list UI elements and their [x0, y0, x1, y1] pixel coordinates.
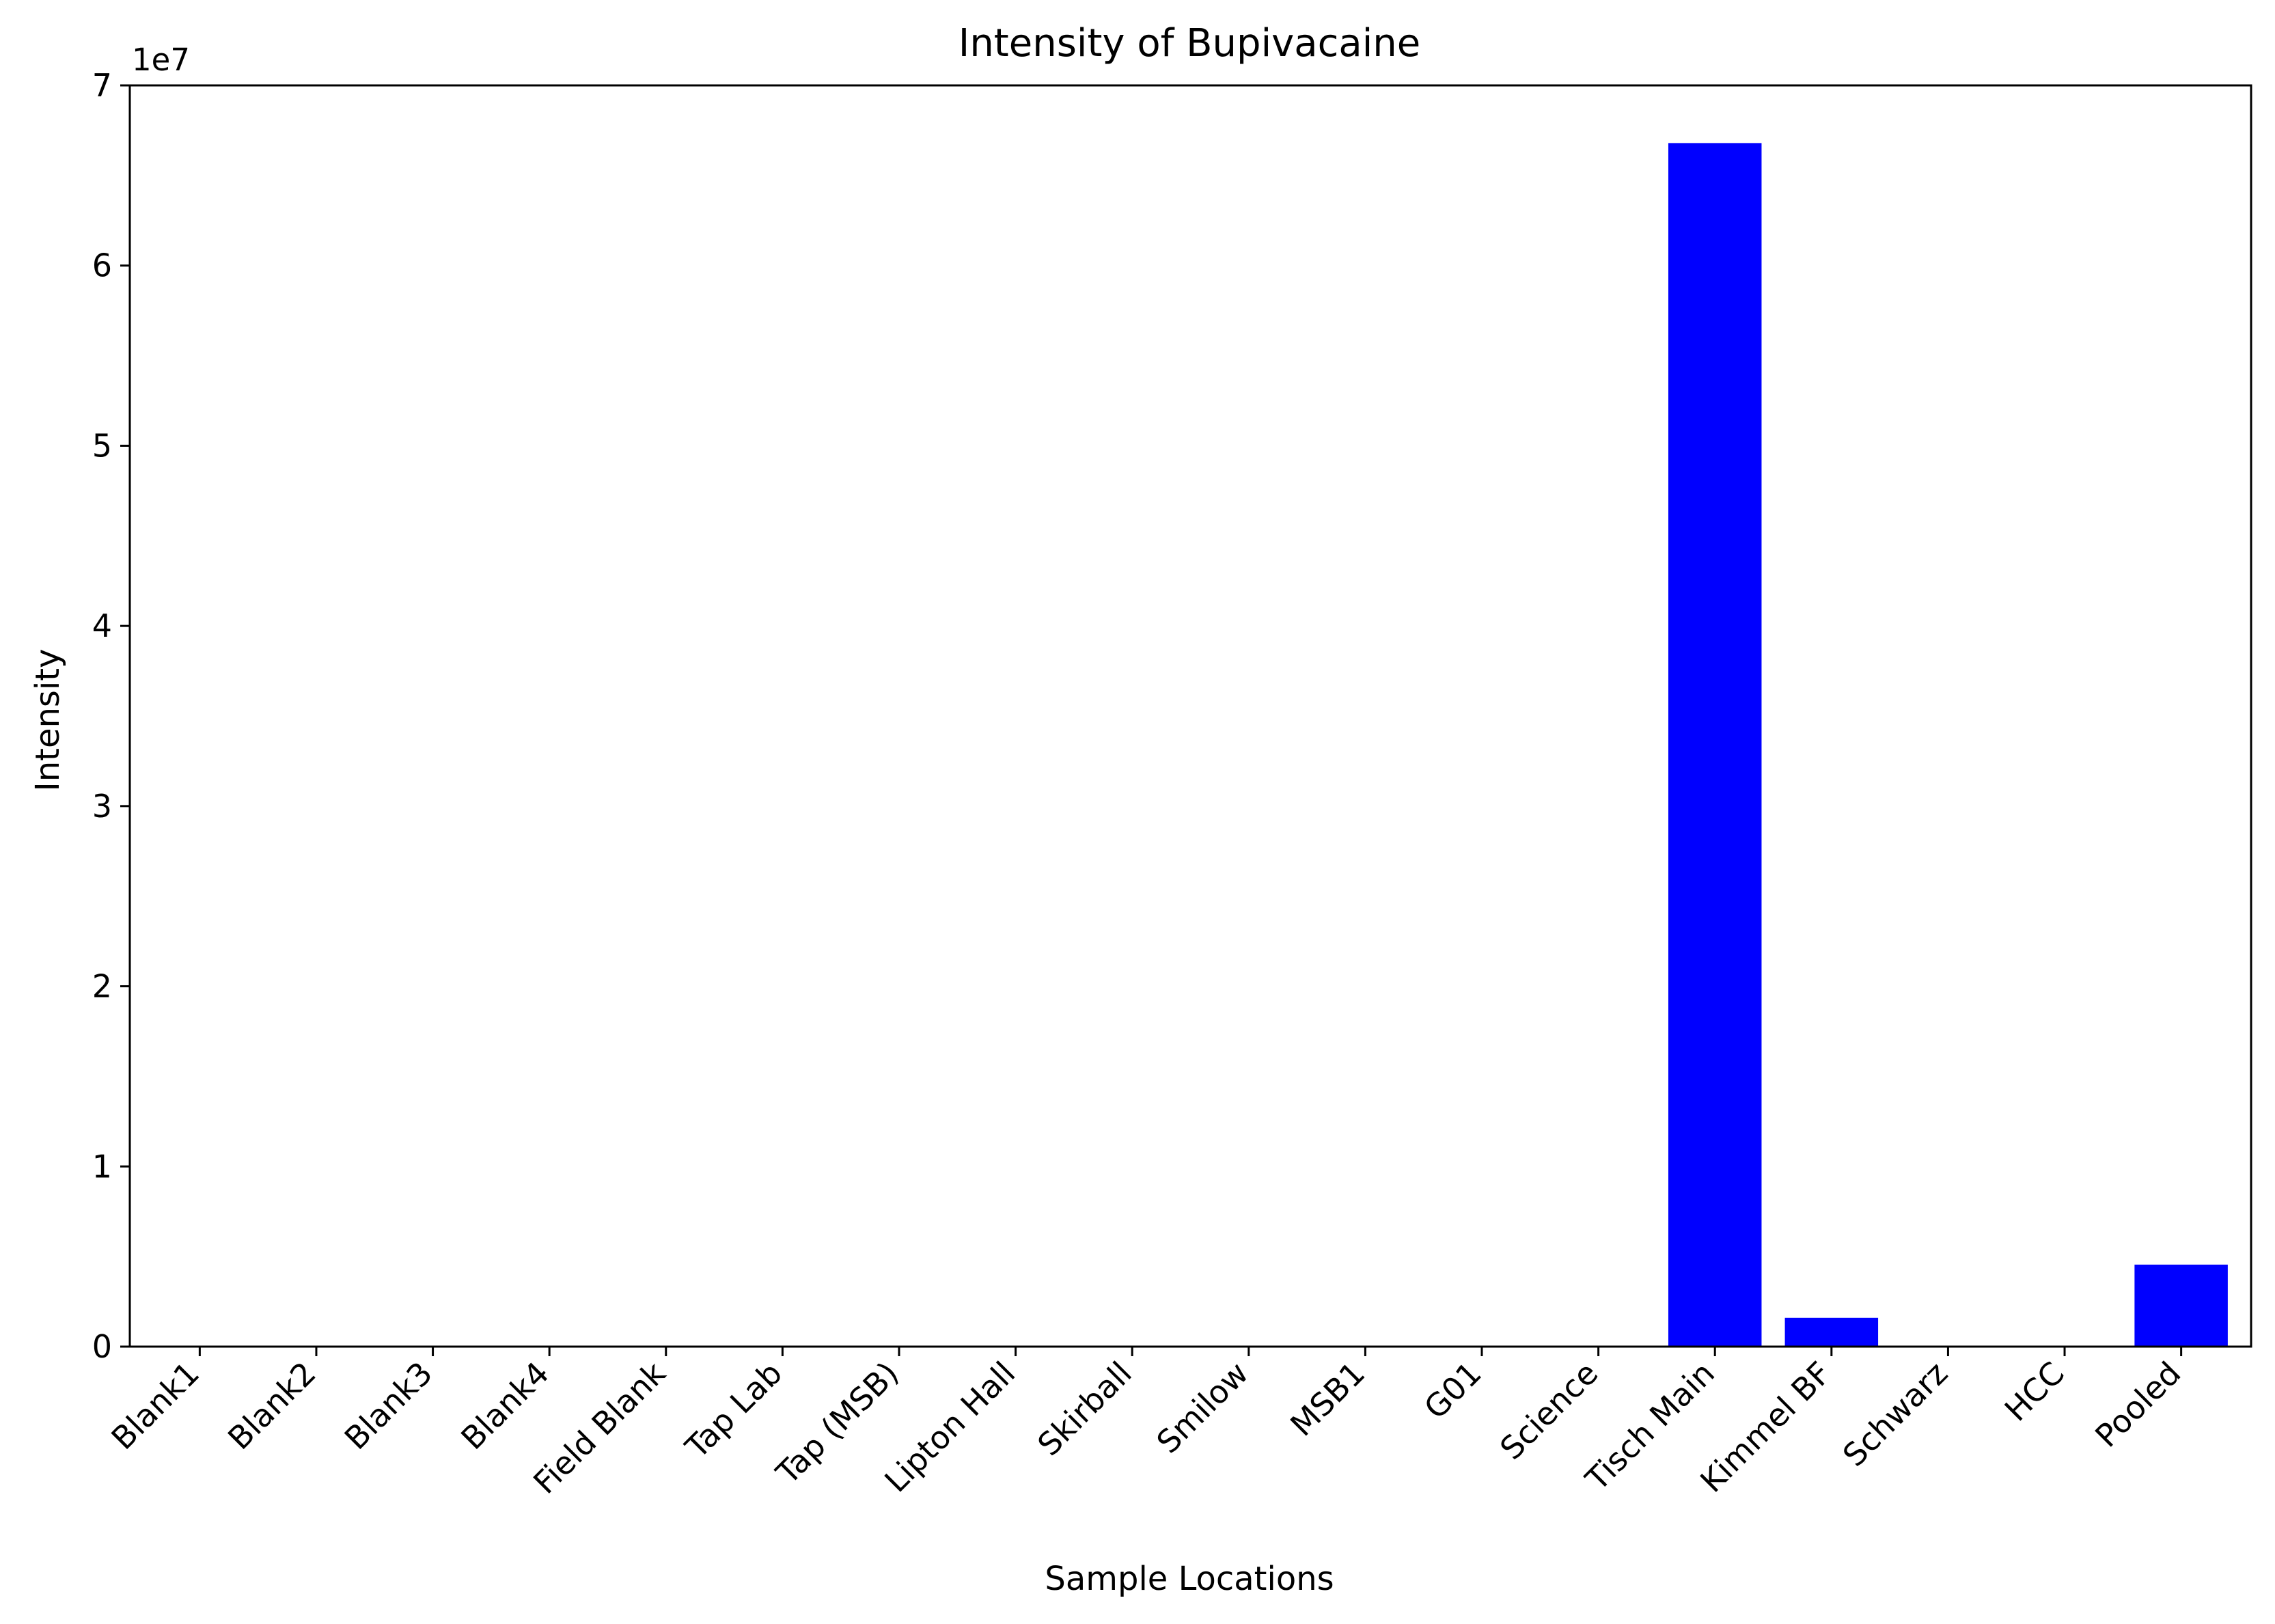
- y-tick-label: 6: [92, 247, 112, 284]
- y-axis-ticks: 0 1 2 3 4 5 6 7: [92, 67, 130, 1365]
- y-tick-label: 7: [92, 67, 112, 104]
- y-tick-label: 4: [92, 607, 112, 644]
- y-tick-label: 3: [92, 788, 112, 825]
- y-tick-label: 0: [92, 1328, 112, 1365]
- y-tick-label: 1: [92, 1148, 112, 1185]
- y-tick-label: 2: [92, 968, 112, 1005]
- y-axis-label: Intensity: [29, 649, 67, 792]
- x-axis-label: Sample Locations: [1045, 1560, 1334, 1598]
- bar-kimmel-bf: [1784, 1317, 1879, 1347]
- y-tick-label: 5: [92, 427, 112, 464]
- chart-title: Intensity of Bupivacaine: [959, 21, 1420, 66]
- bars-group: [1668, 143, 2228, 1347]
- bar-tisch-main: [1668, 143, 1762, 1347]
- plot-frame: [128, 84, 2252, 1348]
- y-axis-offset-label: 1e7: [132, 42, 190, 78]
- bar-pooled: [2134, 1265, 2228, 1347]
